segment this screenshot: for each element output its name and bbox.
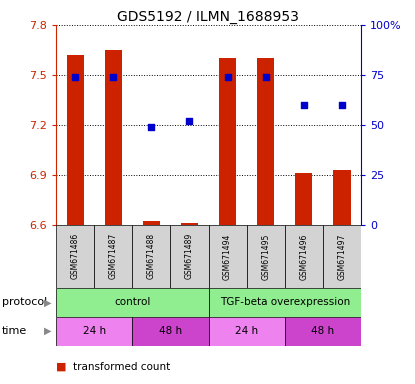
Text: 48 h: 48 h <box>159 326 182 336</box>
Text: ■: ■ <box>56 362 66 372</box>
Text: GSM671497: GSM671497 <box>337 233 347 280</box>
Text: 48 h: 48 h <box>311 326 334 336</box>
Text: TGF-beta overexpression: TGF-beta overexpression <box>220 297 350 308</box>
Text: control: control <box>114 297 151 308</box>
Bar <box>56 317 132 346</box>
Point <box>262 74 269 80</box>
Text: time: time <box>2 326 27 336</box>
Bar <box>209 225 247 288</box>
Bar <box>94 225 132 288</box>
Text: transformed count: transformed count <box>73 362 170 372</box>
Point <box>300 102 307 108</box>
Bar <box>219 58 236 225</box>
Text: ▶: ▶ <box>44 326 51 336</box>
Bar <box>181 223 198 225</box>
Bar <box>143 221 160 225</box>
Bar <box>171 225 209 288</box>
Bar <box>333 170 351 225</box>
Text: ▶: ▶ <box>44 297 51 308</box>
Point <box>110 74 117 80</box>
Bar <box>323 225 361 288</box>
Text: GSM671486: GSM671486 <box>71 233 80 280</box>
Bar <box>105 50 122 225</box>
Text: GSM671487: GSM671487 <box>109 233 118 280</box>
Point <box>339 102 345 108</box>
Bar <box>247 225 285 288</box>
Point <box>186 118 193 124</box>
Text: GSM671494: GSM671494 <box>223 233 232 280</box>
Bar <box>132 317 209 346</box>
Bar <box>257 58 274 225</box>
Text: protocol: protocol <box>2 297 47 308</box>
Bar <box>56 288 209 317</box>
Text: GSM671496: GSM671496 <box>299 233 308 280</box>
Bar <box>209 317 285 346</box>
Bar <box>66 55 84 225</box>
Bar <box>285 225 323 288</box>
Text: GSM671495: GSM671495 <box>261 233 270 280</box>
Point <box>72 74 78 80</box>
Text: GDS5192 / ILMN_1688953: GDS5192 / ILMN_1688953 <box>117 10 298 23</box>
Point <box>224 74 231 80</box>
Bar <box>209 288 361 317</box>
Text: 24 h: 24 h <box>235 326 258 336</box>
Text: GSM671488: GSM671488 <box>147 233 156 280</box>
Bar <box>295 173 312 225</box>
Text: 24 h: 24 h <box>83 326 106 336</box>
Bar <box>56 225 94 288</box>
Text: GSM671489: GSM671489 <box>185 233 194 280</box>
Bar <box>132 225 171 288</box>
Bar <box>285 317 361 346</box>
Point <box>148 124 155 130</box>
